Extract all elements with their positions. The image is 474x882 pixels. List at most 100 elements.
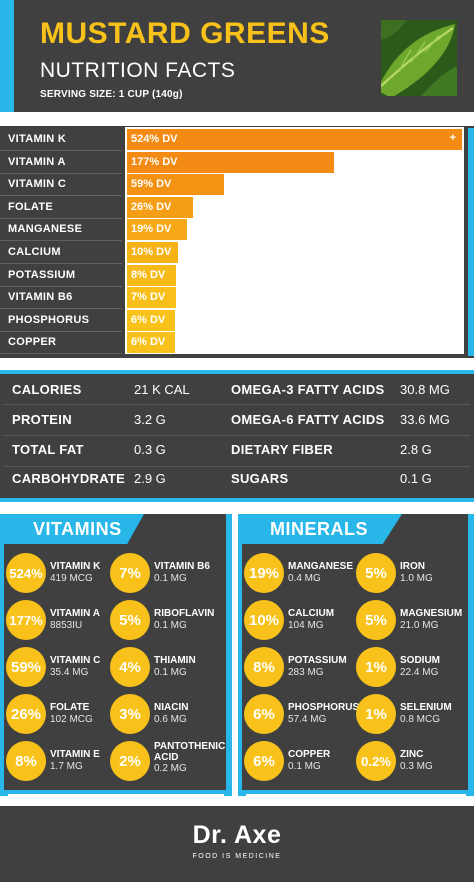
- vitamins-header-bg: [4, 514, 144, 544]
- nutrient-amount: 35.4 MG: [50, 667, 89, 678]
- stats-divider: [4, 435, 470, 436]
- dv-bar: 7% DV: [127, 287, 176, 309]
- nutrient-amount: 283 MG: [288, 667, 324, 678]
- nutrient-name: SODIUM: [400, 655, 440, 666]
- nutrient-amount: 0.4 MG: [288, 573, 321, 584]
- dv-bar: 6% DV: [127, 332, 175, 354]
- stat-key: OMEGA-6 FATTY ACIDS: [231, 412, 385, 427]
- footer: [0, 806, 474, 882]
- nutrient-row: FOLATE: [0, 196, 122, 219]
- stat-value: 30.8 MG: [400, 382, 450, 397]
- stat-value: 0.3 G: [134, 442, 166, 457]
- leaf-icon: [381, 20, 457, 96]
- brand-tagline: FOOD IS MEDICINE: [192, 853, 282, 860]
- dv-chart-accent: [468, 128, 474, 356]
- stat-value: 33.6 MG: [400, 412, 450, 427]
- vitamins-accent: [0, 786, 232, 794]
- nutrient-row: VITAMIN A: [0, 151, 122, 174]
- stats-divider: [4, 404, 470, 405]
- stat-value: 2.8 G: [400, 442, 432, 457]
- nutrient-amount: 0.8 MCG: [400, 714, 441, 725]
- nutrient-amount: 0.6 MG: [154, 714, 187, 725]
- nutrient-name: THIAMIN: [154, 655, 196, 666]
- percent-badge: 6%: [244, 741, 284, 781]
- percent-badge: 8%: [6, 741, 46, 781]
- dv-bar-label: 19% DV: [131, 223, 172, 236]
- dv-bar-label: 59% DV: [131, 178, 172, 191]
- percent-badge: 1%: [356, 647, 396, 687]
- percent-badge: 5%: [110, 600, 150, 640]
- stat-key: OMEGA-3 FATTY ACIDS: [231, 382, 385, 397]
- nutrient-amount: 21.0 MG: [400, 620, 439, 631]
- dv-bar: 26% DV: [127, 196, 194, 218]
- nutrient-amount: 22.4 MG: [400, 667, 439, 678]
- dv-bar-label: 26% DV: [131, 200, 172, 213]
- nutrient-name: MAGNESIUM: [400, 608, 463, 619]
- nutrient-name: VITAMIN K: [50, 561, 101, 572]
- nutrient-name: ZINC: [400, 749, 424, 760]
- nutrient-label: PHOSPHORUS: [8, 313, 90, 326]
- percent-badge: 2%: [110, 741, 150, 781]
- nutrient-name: ACID: [154, 752, 179, 763]
- nutrient-amount: 0.3 MG: [400, 761, 433, 772]
- nutrient-amount: 1.0 MG: [400, 573, 433, 584]
- dv-bar: 59% DV: [127, 174, 224, 196]
- nutrient-row: VITAMIN C: [0, 173, 122, 197]
- nutrient-amount: 0.1 MG: [154, 620, 187, 631]
- minerals-accent: [238, 786, 474, 794]
- nutrient-row: CALCIUM: [0, 241, 122, 264]
- stat-value: 2.9 G: [134, 471, 166, 486]
- nutrient-name: VITAMIN A: [50, 608, 100, 619]
- nutrient-label: VITAMIN B6: [8, 291, 73, 304]
- nutrient-amount: 0.1 MG: [154, 667, 187, 678]
- dv-bar-label: 6% DV: [131, 313, 166, 326]
- dv-bar: 6% DV: [127, 309, 175, 331]
- percent-badge: 5%: [356, 553, 396, 593]
- dv-bar: 8% DV: [127, 264, 177, 286]
- percent-badge: 524%: [6, 553, 46, 593]
- nutrient-amount: 104 MG: [288, 620, 324, 631]
- nutrient-name: VITAMIN E: [50, 749, 100, 760]
- percent-badge: 7%: [110, 553, 150, 593]
- dv-bar: 524% DV +: [127, 129, 462, 150]
- minerals-header-bg: [242, 514, 402, 544]
- nutrient-name: VITAMIN C: [50, 655, 101, 666]
- percent-badge: 0.2%: [356, 741, 396, 781]
- macro-stats-panel: CALORIES 21 K CAL OMEGA-3 FATTY ACIDS 30…: [0, 374, 474, 498]
- nutrient-name: MANGANESE: [288, 561, 354, 572]
- nutrient-name: VITAMIN B6: [154, 561, 210, 572]
- page-subtitle: NUTRITION FACTS: [40, 59, 236, 82]
- nutrient-name: SELENIUM: [400, 702, 452, 713]
- nutrient-name: PANTOTHENIC: [154, 741, 226, 752]
- nutrient-name: NIACIN: [154, 702, 189, 713]
- nutrient-row: POTASSIUM: [0, 264, 122, 287]
- nutrient-label: MANGANESE: [8, 223, 83, 236]
- dv-bar: 19% DV: [127, 219, 187, 241]
- percent-badge: 26%: [6, 694, 46, 734]
- nutrient-name: PHOSPHORUS: [288, 702, 360, 713]
- nutrient-amount: 419 MCG: [50, 573, 93, 584]
- minerals-accent: [466, 514, 474, 796]
- stat-value: 21 K CAL: [134, 382, 190, 397]
- nutrient-label: VITAMIN K: [8, 133, 67, 145]
- percent-badge: 59%: [6, 647, 46, 687]
- nutrient-amount: 0.1 MG: [154, 573, 187, 584]
- nutrient-name: RIBOFLAVIN: [154, 608, 215, 619]
- nutrient-row: MANGANESE: [0, 218, 122, 242]
- stat-key: SUGARS: [231, 471, 289, 486]
- nutrient-row: PHOSPHORUS: [0, 309, 122, 332]
- mustard-greens-photo: [381, 20, 457, 96]
- percent-badge: 6%: [244, 694, 284, 734]
- nutrient-row: COPPER: [0, 331, 122, 355]
- nutrient-name: FOLATE: [50, 702, 90, 713]
- stats-divider: [4, 466, 470, 467]
- stat-key: PROTEIN: [12, 412, 72, 427]
- nutrient-name: COPPER: [288, 749, 331, 760]
- overflow-marker: +: [449, 132, 456, 144]
- percent-badge: 5%: [356, 600, 396, 640]
- nutrient-label: VITAMIN A: [8, 155, 66, 168]
- brand-logo: Dr. Axe: [192, 821, 282, 849]
- dv-bar-label: 10% DV: [131, 246, 172, 258]
- percent-badge: 3%: [110, 694, 150, 734]
- nutrient-name: IRON: [400, 561, 425, 572]
